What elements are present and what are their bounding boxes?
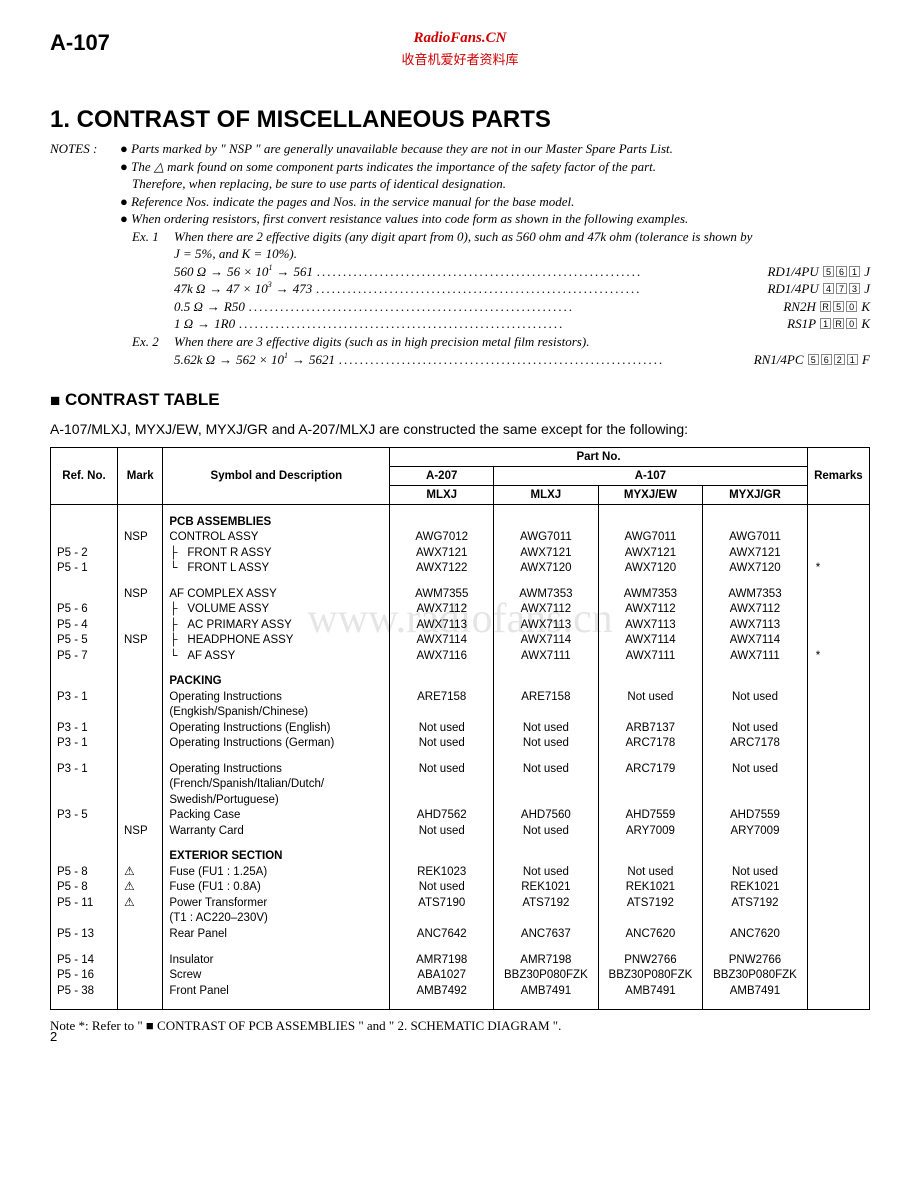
table-row: P3 - 1Operating Instructions (English)No… — [51, 721, 870, 737]
th-mark: Mark — [118, 448, 163, 505]
th-col-1: MLXJ — [390, 486, 494, 505]
code-line: 560 Ω→56 × 101→561 .....................… — [120, 263, 870, 281]
table-row: P5 - 4├AC PRIMARY ASSYAWX7113AWX7113AWX7… — [51, 618, 870, 634]
table-row: Swedish/Portuguese) — [51, 793, 870, 809]
table-row: P5 - 8⚠Fuse (FU1 : 1.25A)REK1023Not used… — [51, 865, 870, 881]
th-symdesc: Symbol and Description — [163, 448, 390, 505]
th-col-4: MYXJ/GR — [703, 486, 808, 505]
page-number: 2 — [50, 1029, 57, 1044]
th-col-3: MYXJ/EW — [598, 486, 703, 505]
table-row: P5 - 2├FRONT R ASSYAWX7121AWX7121AWX7121… — [51, 546, 870, 562]
th-ref: Ref. No. — [51, 448, 118, 505]
ex2-label: Ex. 2 — [132, 333, 174, 351]
table-row: P3 - 1Operating Instructions (German)Not… — [51, 736, 870, 752]
contrast-heading-text: CONTRAST TABLE — [65, 390, 220, 409]
table-row: P3 - 5Packing CaseAHD7562AHD7560AHD7559A… — [51, 808, 870, 824]
table-row: P5 - 1└FRONT L ASSYAWX7122AWX7120AWX7120… — [51, 561, 870, 577]
site-header: RadioFans.CN 收音机爱好者资料库 — [401, 30, 518, 68]
table-row: P5 - 6├VOLUME ASSYAWX7112AWX7112AWX7112A… — [51, 602, 870, 618]
site-subtitle: 收音机爱好者资料库 — [401, 49, 518, 68]
table-row: P5 - 13Rear PanelANC7642ANC7637ANC7620AN… — [51, 927, 870, 943]
contrast-heading: ■ CONTRAST TABLE — [50, 390, 870, 411]
table-row: NSPAF COMPLEX ASSYAWM7355AWM7353AWM7353A… — [51, 587, 870, 603]
table-row: (French/Spanish/Italian/Dutch/ — [51, 777, 870, 793]
site-title: RadioFans.CN — [401, 30, 518, 47]
note-bullet-3: Reference Nos. indicate the pages and No… — [120, 193, 870, 211]
contrast-table: Ref. No. Mark Symbol and Description Par… — [50, 447, 870, 1009]
page-header: A-107 RadioFans.CN 收音机爱好者资料库 — [50, 30, 870, 56]
table-section-title: PACKING — [51, 674, 870, 690]
note-bullet-2-line2: Therefore, when replacing, be sure to us… — [120, 175, 870, 193]
th-a207: A-207 — [390, 467, 494, 486]
code-line: 0.5 Ω→R50 ..............................… — [120, 298, 870, 316]
code-line: 1 Ω→1R0 ................................… — [120, 315, 870, 333]
th-a107: A-107 — [494, 467, 808, 486]
th-remarks: Remarks — [807, 448, 869, 505]
ex1-text: When there are 2 effective digits (any d… — [174, 228, 870, 246]
table-row: P3 - 1Operating InstructionsARE7158ARE71… — [51, 690, 870, 706]
ex1-label: Ex. 1 — [132, 228, 174, 263]
table-row: (Engkish/Spanish/Chinese) — [51, 705, 870, 721]
code-line: 47k Ω→47 × 103→473 .....................… — [120, 280, 870, 298]
note-bullet-4: When ordering resistors, first convert r… — [120, 210, 870, 228]
table-row: P5 - 14InsulatorAMR7198AMR7198PNW2766PNW… — [51, 953, 870, 969]
note-bullet-2: The △ mark found on some component parts… — [120, 158, 870, 176]
table-section-title: PCB ASSEMBLIES — [51, 515, 870, 531]
notes-label: NOTES : — [50, 140, 120, 368]
table-row: P5 - 11⚠Power TransformerATS7190ATS7192A… — [51, 896, 870, 912]
table-row: P5 - 5NSP├HEADPHONE ASSYAWX7114AWX7114AW… — [51, 633, 870, 649]
th-col-2: MLXJ — [494, 486, 599, 505]
contrast-intro: A-107/MLXJ, MYXJ/EW, MYXJ/GR and A-207/M… — [50, 421, 870, 437]
ex1-text2: J = 5%, and K = 10%). — [174, 245, 870, 263]
notes-block: NOTES : Parts marked by " NSP " are gene… — [50, 140, 870, 368]
table-row: P5 - 16ScrewABA1027BBZ30P080FZKBBZ30P080… — [51, 968, 870, 984]
ex2-text: When there are 3 effective digits (such … — [174, 333, 870, 351]
section-title: 1. CONTRAST OF MISCELLANEOUS PARTS — [50, 106, 870, 134]
table-row: (T1 : AC220–230V) — [51, 911, 870, 927]
table-row: P5 - 8⚠Fuse (FU1 : 0.8A)Not usedREK1021R… — [51, 880, 870, 896]
code-line: 5.62k Ω→562 × 101→5621 .................… — [120, 351, 870, 369]
table-row: P5 - 7└AF ASSYAWX7116AWX7111AWX7111AWX71… — [51, 649, 870, 665]
footnote: Note *: Refer to " ■ CONTRAST OF PCB ASS… — [50, 1018, 870, 1034]
table-row: P3 - 1Operating InstructionsNot usedNot … — [51, 762, 870, 778]
table-row: NSPWarranty CardNot usedNot usedARY7009A… — [51, 824, 870, 840]
table-row: P5 - 38Front PanelAMB7492AMB7491AMB7491A… — [51, 984, 870, 1000]
table-section-title: EXTERIOR SECTION — [51, 849, 870, 865]
note-bullet-1: Parts marked by " NSP " are generally un… — [120, 140, 870, 158]
table-row: NSPCONTROL ASSYAWG7012AWG7011AWG7011AWG7… — [51, 530, 870, 546]
th-partno: Part No. — [390, 448, 807, 467]
